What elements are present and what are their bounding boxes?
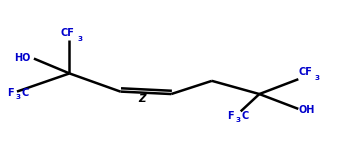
Text: 3: 3 <box>78 36 83 42</box>
Text: F: F <box>7 88 14 98</box>
Text: C: C <box>241 111 248 121</box>
Text: 3: 3 <box>236 117 241 123</box>
Text: HO: HO <box>14 53 31 63</box>
Text: CF: CF <box>299 67 313 77</box>
Text: F: F <box>227 111 234 121</box>
Text: C: C <box>21 88 28 98</box>
Text: Z: Z <box>139 94 146 104</box>
Text: CF: CF <box>61 28 75 38</box>
Text: OH: OH <box>299 105 315 115</box>
Text: 3: 3 <box>15 94 20 100</box>
Text: 3: 3 <box>314 75 319 81</box>
